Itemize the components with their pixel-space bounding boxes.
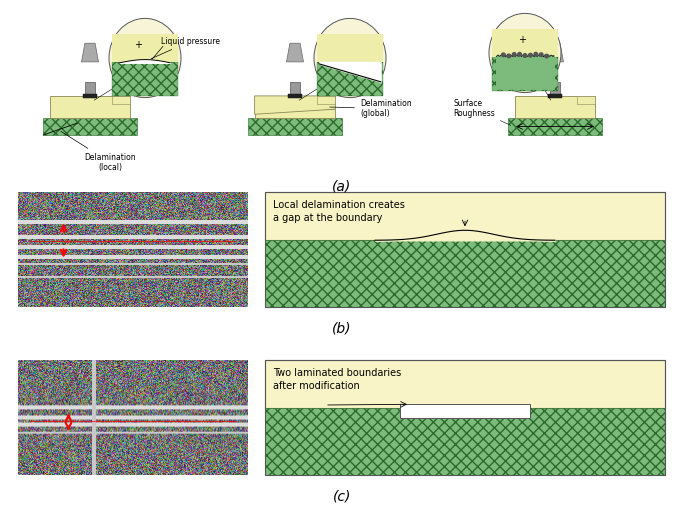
Bar xyxy=(265,192,665,241)
Text: Two laminated boundaries
after modification: Two laminated boundaries after modificat… xyxy=(273,368,401,391)
Bar xyxy=(288,94,302,98)
Bar xyxy=(577,96,595,104)
Text: Delamination
(local): Delamination (local) xyxy=(61,131,136,172)
Bar xyxy=(112,34,178,62)
Bar xyxy=(508,118,601,135)
Circle shape xyxy=(512,53,516,56)
Text: Local delamination creates
a gap at the boundary: Local delamination creates a gap at the … xyxy=(273,200,405,223)
Bar xyxy=(265,360,665,408)
Text: +: + xyxy=(518,35,526,45)
Polygon shape xyxy=(286,43,303,62)
Bar xyxy=(317,34,383,62)
Bar xyxy=(400,404,530,418)
Bar xyxy=(317,62,383,96)
Bar xyxy=(112,62,178,96)
Bar xyxy=(83,94,97,98)
Ellipse shape xyxy=(314,19,386,98)
Text: (a): (a) xyxy=(332,180,351,194)
Bar xyxy=(514,96,595,118)
Bar xyxy=(290,82,300,96)
Circle shape xyxy=(518,53,521,56)
Circle shape xyxy=(534,53,538,56)
Bar xyxy=(265,241,665,307)
Bar xyxy=(550,82,560,96)
Polygon shape xyxy=(255,96,336,114)
Text: Delamination
(global): Delamination (global) xyxy=(329,99,412,118)
Circle shape xyxy=(529,54,532,57)
Bar xyxy=(265,408,665,475)
Text: Surface
Roughness: Surface Roughness xyxy=(453,99,511,125)
Polygon shape xyxy=(82,43,99,62)
Text: +: + xyxy=(134,40,142,50)
Bar xyxy=(255,109,336,118)
Bar xyxy=(317,62,383,96)
Circle shape xyxy=(539,53,543,56)
Bar xyxy=(112,62,178,96)
Bar xyxy=(492,29,558,57)
Bar xyxy=(265,360,665,475)
Bar xyxy=(492,57,558,91)
Polygon shape xyxy=(547,43,564,62)
Bar xyxy=(112,96,130,104)
Bar xyxy=(548,94,562,98)
Circle shape xyxy=(507,54,510,58)
Circle shape xyxy=(523,54,527,57)
Bar xyxy=(265,192,665,307)
Bar xyxy=(492,57,558,91)
Bar xyxy=(49,96,130,118)
Circle shape xyxy=(545,54,549,58)
Text: (c): (c) xyxy=(333,490,351,504)
Text: Liquid pressure: Liquid pressure xyxy=(151,37,220,58)
Bar xyxy=(85,82,95,96)
Bar xyxy=(248,118,342,135)
Bar xyxy=(43,118,137,135)
Bar xyxy=(316,96,336,104)
Text: (b): (b) xyxy=(332,322,352,336)
Circle shape xyxy=(501,53,506,57)
Ellipse shape xyxy=(109,19,181,98)
Ellipse shape xyxy=(489,13,561,92)
